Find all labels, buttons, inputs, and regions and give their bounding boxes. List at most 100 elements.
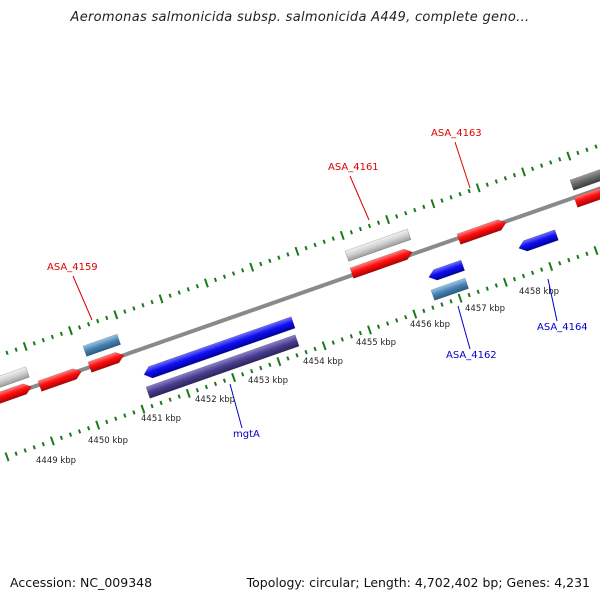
- major-tick: [566, 151, 572, 161]
- minor-tick: [250, 368, 254, 374]
- minor-tick: [23, 448, 27, 453]
- minor-tick: [485, 182, 489, 187]
- inner-tick-track: [4, 246, 599, 462]
- genome-summary-text: Topology: circular; Length: 4,702,402 bp…: [246, 575, 590, 590]
- reverse-gene-arrow: [143, 316, 296, 379]
- minor-tick: [286, 356, 290, 361]
- gene-label: ASA_4161: [328, 162, 379, 173]
- gene-label: ASA_4163: [431, 128, 482, 139]
- minor-tick: [87, 426, 91, 431]
- minor-tick: [376, 324, 381, 329]
- map-title: Aeromonas salmonicida subsp. salmonicida…: [70, 10, 530, 25]
- minor-tick: [576, 150, 580, 156]
- minor-tick: [141, 303, 145, 308]
- minor-tick: [585, 147, 589, 152]
- minor-tick: [322, 239, 326, 244]
- steel-blue-feature: [430, 277, 469, 301]
- label-callout-line: [72, 275, 93, 321]
- outer-tick-track: [5, 144, 598, 356]
- minor-tick: [340, 337, 344, 342]
- minor-tick: [530, 270, 535, 276]
- minor-tick: [512, 172, 517, 178]
- minor-tick: [123, 309, 127, 314]
- minor-tick: [458, 191, 462, 197]
- minor-tick: [512, 276, 517, 282]
- gene-label: mgtA: [233, 429, 260, 440]
- major-tick: [68, 326, 73, 336]
- minor-tick: [376, 220, 381, 225]
- minor-tick: [304, 245, 308, 251]
- major-tick: [276, 357, 282, 367]
- minor-tick: [331, 236, 335, 241]
- minor-tick: [313, 242, 317, 248]
- major-tick: [385, 214, 391, 225]
- minor-tick: [530, 166, 535, 172]
- minor-tick: [585, 251, 589, 256]
- minor-tick: [268, 362, 272, 368]
- minor-tick: [449, 299, 453, 304]
- major-tick: [22, 341, 28, 352]
- major-tick: [457, 293, 463, 303]
- major-tick: [4, 452, 10, 462]
- minor-tick: [331, 340, 335, 345]
- minor-tick: [32, 445, 36, 450]
- scale-label: 4457 kbp: [465, 304, 505, 314]
- dark-gray-feature: [569, 166, 600, 191]
- minor-tick: [259, 365, 263, 371]
- label-callout-line: [547, 278, 558, 322]
- minor-tick: [431, 305, 435, 310]
- minor-tick: [404, 210, 408, 216]
- minor-tick: [558, 261, 562, 266]
- minor-tick: [313, 346, 317, 352]
- minor-tick: [358, 330, 363, 336]
- minor-tick: [558, 157, 562, 162]
- minor-tick: [567, 257, 571, 263]
- major-tick: [49, 436, 55, 446]
- minor-tick: [41, 441, 45, 447]
- forward-gene-arrow: [349, 248, 413, 279]
- minor-tick: [132, 410, 136, 415]
- minor-tick: [32, 341, 36, 346]
- major-tick: [294, 246, 300, 256]
- minor-tick: [59, 435, 64, 441]
- scale-label: 4452 kbp: [195, 395, 235, 405]
- major-tick: [249, 262, 255, 272]
- minor-tick: [105, 315, 109, 321]
- genome-backbone: [0, 186, 600, 401]
- feature-track: [0, 166, 600, 407]
- scale-label: 4450 kbp: [88, 436, 128, 446]
- minor-tick: [549, 160, 553, 165]
- major-tick: [158, 294, 164, 304]
- label-callouts: [72, 141, 558, 429]
- minor-tick: [186, 287, 190, 292]
- minor-tick: [422, 308, 426, 314]
- scale-label: 4456 kbp: [410, 320, 450, 330]
- minor-tick: [177, 394, 181, 399]
- major-tick: [113, 310, 119, 320]
- reverse-gene-arrow: [428, 259, 465, 281]
- major-tick: [521, 167, 526, 177]
- minor-tick: [50, 334, 54, 340]
- minor-tick: [404, 314, 408, 320]
- major-tick: [548, 261, 554, 272]
- minor-tick: [231, 271, 236, 276]
- minor-tick: [367, 223, 372, 229]
- minor-tick: [132, 306, 136, 311]
- gene-label: ASA_4164: [537, 322, 588, 333]
- minor-tick: [304, 349, 308, 355]
- minor-tick: [241, 268, 245, 273]
- minor-tick: [204, 384, 208, 390]
- minor-tick: [349, 334, 353, 339]
- minor-tick: [68, 432, 73, 437]
- label-callout-line: [229, 383, 243, 429]
- minor-tick: [485, 286, 489, 291]
- minor-tick: [503, 176, 507, 181]
- minor-tick: [440, 198, 444, 203]
- minor-tick: [494, 283, 498, 288]
- major-tick: [502, 277, 508, 287]
- minor-tick: [195, 387, 199, 393]
- major-tick: [367, 325, 372, 335]
- minor-tick: [14, 451, 18, 456]
